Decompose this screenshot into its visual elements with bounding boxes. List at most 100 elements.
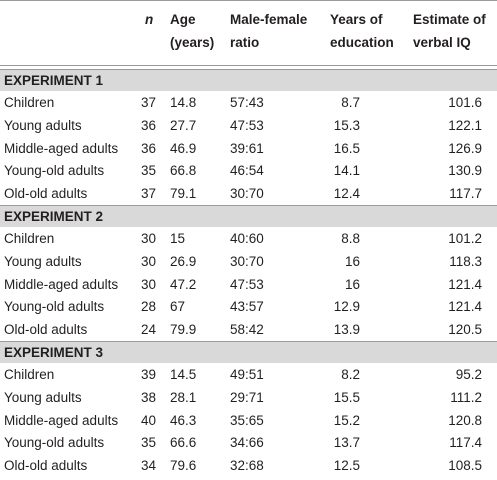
- row-label: Old-old adults: [4, 186, 88, 202]
- cell: 12.4: [333, 186, 360, 202]
- cell: 111.2: [450, 389, 482, 405]
- cell: 8.2: [341, 367, 360, 382]
- row-label: Old-old adults: [4, 458, 88, 474]
- cell: 66.6: [170, 435, 197, 451]
- cell: 15.2: [333, 412, 360, 428]
- cell: 46.9: [170, 140, 197, 156]
- cell: 37: [140, 186, 156, 202]
- row-label: Young adults: [4, 389, 82, 405]
- column-header: Male-female: [230, 12, 308, 27]
- cell: 47:53: [230, 276, 264, 292]
- row-label: Children: [4, 95, 55, 110]
- row-label: Middle-aged adults: [4, 276, 119, 292]
- cell: 121.4: [448, 276, 482, 292]
- cell: 34:66: [230, 435, 264, 451]
- cell: 12.5: [333, 458, 360, 474]
- cell: 36: [140, 140, 156, 156]
- cell: 49:51: [230, 367, 264, 382]
- cell: 14.5: [170, 367, 197, 382]
- cell: 15: [170, 231, 186, 246]
- cell: 26.9: [170, 253, 197, 269]
- cell: 16: [344, 253, 360, 269]
- cell: 101.2: [448, 231, 482, 246]
- cell: 120.8: [448, 412, 482, 428]
- row-label: Young adults: [4, 117, 82, 133]
- cell: 34: [140, 458, 156, 474]
- section-title: EXPERIMENT 3: [4, 345, 104, 360]
- cell: 35:65: [230, 412, 264, 428]
- cell: 79.9: [170, 322, 197, 338]
- column-header: Estimate of: [413, 12, 486, 27]
- cell: 16.5: [333, 140, 360, 156]
- cell: 126.9: [448, 140, 482, 156]
- cell: 12.9: [333, 299, 360, 315]
- cell: 39: [140, 367, 156, 382]
- cell: 36: [140, 117, 156, 133]
- cell: 30:70: [230, 186, 264, 202]
- cell: 38: [140, 389, 156, 405]
- cell: 66.8: [170, 163, 197, 179]
- section-title: EXPERIMENT 2: [4, 209, 104, 224]
- cell: 118.3: [449, 253, 482, 269]
- cell: 30: [140, 276, 156, 292]
- column-header: (years): [170, 35, 215, 50]
- cell: 43:57: [230, 299, 264, 315]
- header-rule: [0, 65, 497, 66]
- cell: 39:61: [230, 140, 264, 156]
- row-label: Children: [4, 367, 55, 382]
- cell: 13.7: [333, 435, 360, 451]
- section-title: EXPERIMENT 1: [4, 73, 104, 88]
- column-header: verbal IQ: [413, 35, 471, 50]
- cell: 32:68: [230, 458, 264, 474]
- cell: 28: [140, 299, 156, 315]
- row-label: Middle-aged adults: [4, 412, 119, 428]
- column-header: Years of: [330, 12, 383, 27]
- cell: 57:43: [230, 95, 264, 110]
- row-label: Young-old adults: [4, 299, 105, 315]
- cell: 46.3: [170, 412, 197, 428]
- cell: 15.3: [333, 117, 360, 133]
- cell: 30: [140, 231, 156, 246]
- cell: 37: [140, 95, 156, 110]
- cell: 130.9: [448, 163, 482, 179]
- cell: 8.7: [341, 95, 360, 110]
- cell: 117.7: [449, 186, 482, 202]
- cell: 30:70: [230, 253, 264, 269]
- cell: 122.1: [448, 117, 482, 133]
- cell: 40:60: [230, 231, 264, 246]
- cell: 16: [344, 276, 360, 292]
- cell: 47:53: [230, 117, 264, 133]
- cell: 108.5: [448, 458, 482, 474]
- section-band: [0, 205, 497, 227]
- row-label: Children: [4, 231, 55, 246]
- column-header: education: [330, 35, 394, 50]
- row-label: Young-old adults: [4, 163, 105, 179]
- cell: 15.5: [333, 389, 360, 405]
- column-header: Age: [170, 12, 196, 27]
- cell: 117.4: [449, 435, 482, 451]
- row-label: Young adults: [4, 253, 82, 269]
- row-label: Young-old adults: [4, 435, 105, 451]
- cell: 79.1: [170, 186, 197, 202]
- cell: 30: [140, 253, 156, 269]
- cell: 121.4: [448, 299, 482, 315]
- row-label: Middle-aged adults: [4, 140, 119, 156]
- cell: 14.1: [333, 163, 360, 179]
- cell: 120.5: [448, 322, 482, 338]
- cell: 58:42: [230, 322, 264, 338]
- column-header: n: [145, 12, 154, 27]
- cell: 8.8: [341, 231, 360, 246]
- cell: 13.9: [333, 322, 360, 338]
- cell: 101.6: [448, 95, 482, 110]
- column-header: ratio: [230, 35, 260, 50]
- cell: 35: [140, 163, 156, 179]
- cell: 27.7: [170, 117, 197, 133]
- cell: 67: [170, 299, 186, 315]
- top-rule: [0, 0, 497, 1]
- cell: 28.1: [170, 389, 197, 405]
- section-band: [0, 341, 497, 363]
- cell: 29:71: [230, 389, 264, 405]
- cell: 35: [140, 435, 156, 451]
- cell: 47.2: [170, 276, 197, 292]
